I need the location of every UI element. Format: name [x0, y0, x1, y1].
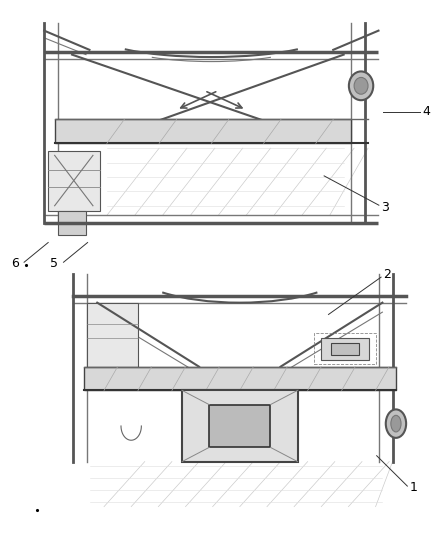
- Bar: [70, 272, 410, 509]
- Bar: [314, 334, 376, 365]
- Text: 4: 4: [423, 106, 431, 118]
- Bar: [321, 338, 369, 360]
- Ellipse shape: [354, 77, 368, 94]
- Bar: [55, 119, 350, 143]
- Text: 1: 1: [410, 481, 417, 494]
- Bar: [58, 211, 86, 235]
- Text: 6: 6: [11, 257, 19, 270]
- Bar: [84, 367, 396, 390]
- Ellipse shape: [391, 415, 401, 432]
- Bar: [332, 343, 359, 355]
- Text: 2: 2: [383, 268, 391, 281]
- Ellipse shape: [349, 71, 373, 100]
- Bar: [87, 303, 138, 367]
- Bar: [182, 390, 297, 462]
- Bar: [48, 150, 100, 211]
- Text: 5: 5: [50, 257, 58, 270]
- Bar: [37, 19, 385, 259]
- Ellipse shape: [386, 409, 406, 438]
- Text: 3: 3: [381, 201, 389, 214]
- Bar: [209, 405, 270, 447]
